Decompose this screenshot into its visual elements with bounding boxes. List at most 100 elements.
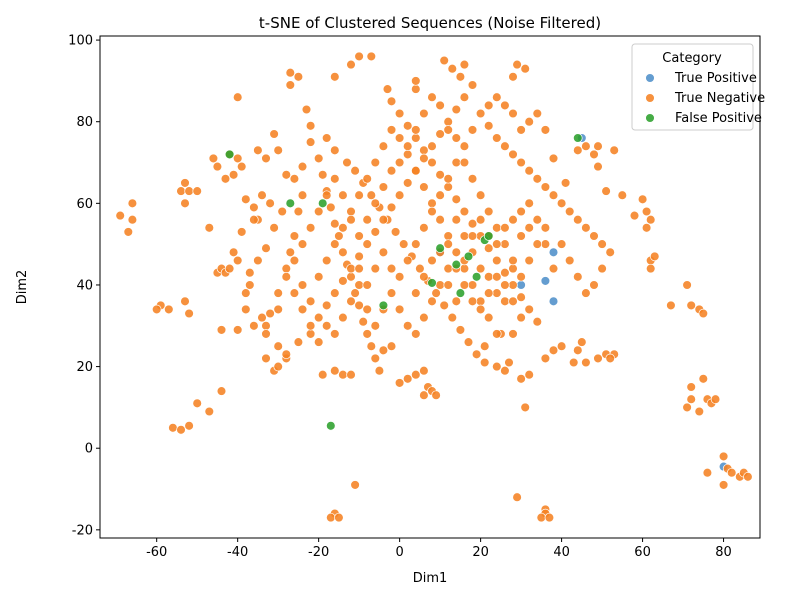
data-point-true-negative xyxy=(362,329,372,339)
data-point-true-negative xyxy=(548,190,559,200)
data-point-true-negative xyxy=(520,63,530,74)
data-point-true-negative xyxy=(228,247,239,258)
data-point-true-negative xyxy=(293,337,304,347)
data-point-true-negative xyxy=(261,353,271,364)
data-point-true-negative xyxy=(411,125,421,135)
data-point-true-negative xyxy=(419,182,429,192)
data-point-true-negative xyxy=(475,296,486,307)
data-point-true-negative xyxy=(524,116,534,127)
data-point-true-negative xyxy=(127,214,138,225)
data-point-true-negative xyxy=(459,141,470,151)
data-point-true-negative xyxy=(354,300,364,311)
data-point-true-negative xyxy=(500,100,510,111)
data-point-true-negative xyxy=(500,239,510,249)
data-point-true-negative xyxy=(346,206,356,217)
data-point-true-negative xyxy=(123,227,134,237)
data-point-false-positive xyxy=(471,272,482,282)
data-point-true-positive xyxy=(540,276,551,286)
data-point-true-negative xyxy=(208,153,219,164)
data-point-true-negative xyxy=(261,329,271,339)
data-point-true-negative xyxy=(305,321,316,331)
data-point-true-negative xyxy=(471,349,482,360)
data-point-true-negative xyxy=(386,202,397,213)
legend-marker xyxy=(645,73,655,83)
data-point-true-negative xyxy=(317,170,328,180)
data-point-true-negative xyxy=(411,84,421,94)
data-point-true-negative xyxy=(386,263,397,274)
data-point-true-negative xyxy=(394,108,405,119)
data-point-true-negative xyxy=(532,316,543,327)
data-point-true-negative xyxy=(394,304,405,315)
data-point-true-negative xyxy=(435,170,445,180)
data-point-true-negative xyxy=(265,308,275,319)
data-point-true-positive xyxy=(516,280,526,290)
data-point-true-negative xyxy=(346,59,356,70)
data-point-true-negative xyxy=(492,223,502,233)
data-point-true-negative xyxy=(350,480,360,490)
data-point-true-negative xyxy=(330,218,340,229)
data-point-true-negative xyxy=(455,72,466,82)
data-point-true-negative xyxy=(508,149,518,160)
data-point-true-negative xyxy=(419,365,429,376)
data-point-true-negative xyxy=(641,206,652,217)
data-point-true-negative xyxy=(419,223,429,233)
data-point-true-negative xyxy=(419,312,429,323)
data-point-true-negative xyxy=(589,149,599,160)
data-point-true-negative xyxy=(313,206,324,217)
data-point-true-negative xyxy=(168,423,178,433)
data-point-true-negative xyxy=(378,141,389,151)
data-point-true-negative xyxy=(261,153,271,164)
data-point-true-negative xyxy=(330,239,340,249)
data-point-true-negative xyxy=(419,145,429,156)
data-point-true-negative xyxy=(330,72,340,82)
data-point-true-negative xyxy=(451,296,462,307)
data-point-true-negative xyxy=(265,198,275,209)
data-point-true-negative xyxy=(479,341,490,351)
data-point-true-negative xyxy=(370,353,381,364)
data-point-true-negative xyxy=(378,182,389,192)
data-point-true-negative xyxy=(326,512,336,523)
data-point-true-negative xyxy=(520,402,530,413)
data-point-true-negative xyxy=(682,280,692,290)
y-tick-label: 20 xyxy=(76,360,93,375)
data-point-true-negative xyxy=(516,231,526,241)
data-point-true-negative xyxy=(313,337,324,347)
data-point-true-negative xyxy=(338,190,348,200)
data-point-true-negative xyxy=(500,365,510,376)
y-tick-label: -20 xyxy=(72,523,93,538)
data-point-true-negative xyxy=(645,214,656,225)
data-point-true-negative xyxy=(483,272,494,282)
data-point-true-negative xyxy=(184,186,194,196)
data-point-true-negative xyxy=(330,145,340,156)
data-point-true-negative xyxy=(321,321,332,331)
data-point-true-negative xyxy=(370,321,381,331)
data-point-true-negative xyxy=(435,100,445,111)
data-point-true-negative xyxy=(508,263,518,274)
data-point-true-negative xyxy=(338,247,348,258)
data-point-true-negative xyxy=(346,272,356,282)
data-point-true-negative xyxy=(500,296,510,307)
data-point-true-negative xyxy=(402,141,413,151)
data-point-true-negative xyxy=(366,341,377,351)
data-point-true-negative xyxy=(641,223,652,233)
data-point-true-negative xyxy=(164,304,174,315)
data-point-true-negative xyxy=(370,227,381,237)
data-point-true-negative xyxy=(362,280,372,290)
data-point-true-negative xyxy=(281,349,292,360)
data-point-true-negative xyxy=(419,390,429,400)
data-point-true-negative xyxy=(427,296,437,307)
data-point-true-negative xyxy=(236,227,247,237)
data-point-true-negative xyxy=(443,239,453,249)
data-point-true-negative xyxy=(305,137,316,147)
data-point-true-negative xyxy=(354,190,364,200)
data-point-true-negative xyxy=(581,288,591,298)
data-point-true-negative xyxy=(605,353,615,364)
points-layer xyxy=(115,51,753,523)
data-point-true-negative xyxy=(726,467,737,478)
data-point-true-negative xyxy=(321,190,332,200)
x-tick-label: -40 xyxy=(227,545,248,560)
data-point-true-negative xyxy=(293,72,304,82)
data-point-true-negative xyxy=(475,190,486,200)
data-point-true-negative xyxy=(204,223,215,233)
data-point-true-negative xyxy=(524,223,534,233)
